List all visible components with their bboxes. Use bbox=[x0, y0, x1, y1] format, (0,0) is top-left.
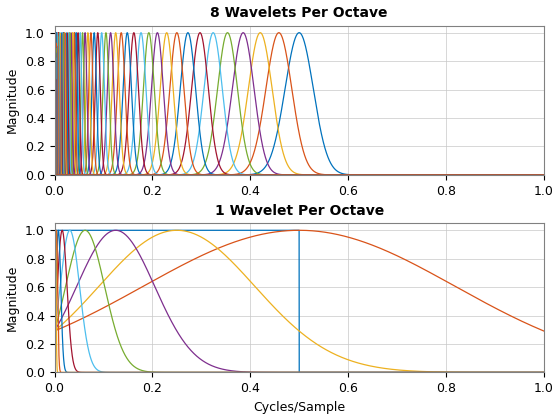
Y-axis label: Magnitude: Magnitude bbox=[6, 67, 19, 134]
Title: 8 Wavelets Per Octave: 8 Wavelets Per Octave bbox=[211, 6, 388, 20]
X-axis label: Cycles/Sample: Cycles/Sample bbox=[253, 401, 345, 414]
Y-axis label: Magnitude: Magnitude bbox=[6, 265, 19, 331]
Title: 1 Wavelet Per Octave: 1 Wavelet Per Octave bbox=[214, 204, 384, 218]
